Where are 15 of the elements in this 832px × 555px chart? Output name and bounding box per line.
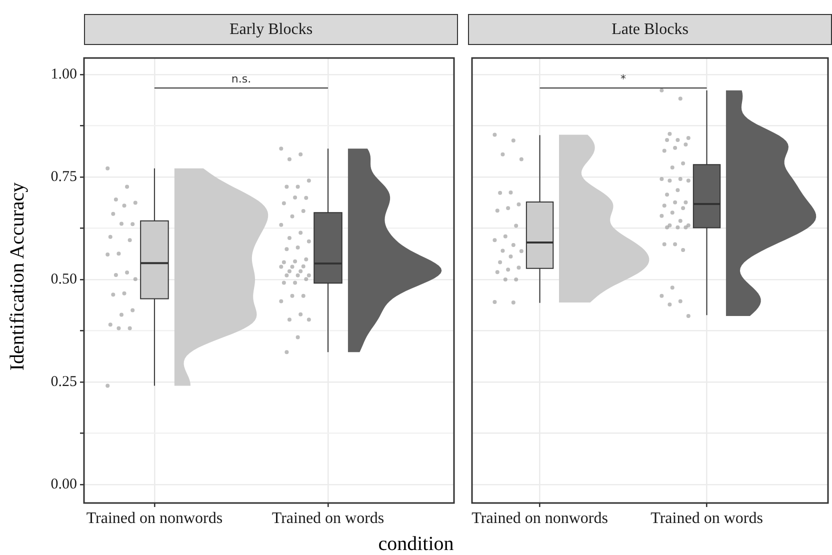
y-tick-label: 0.25 [50, 374, 77, 390]
annotation: * [620, 72, 627, 86]
x-axis-title: condition [377, 533, 455, 555]
chart-title: Early Blocks [84, 14, 458, 45]
x-tick-label: Trained on nonwords [86, 510, 223, 527]
y-axis-title: Identification Accuracy [6, 181, 30, 373]
annotation: n.s. [231, 72, 252, 86]
chart-title: Late Blocks [468, 14, 832, 45]
x-tick-label: Trained on words [272, 510, 384, 527]
y-tick-label: 0.00 [50, 476, 77, 492]
y-tick-label: 0.75 [50, 168, 77, 185]
x-tick-label: Trained on nonwords [472, 510, 608, 527]
y-tick-label: 1.00 [50, 66, 77, 82]
y-tick-label: 0.50 [50, 271, 77, 288]
x-tick-label: Trained on words [650, 510, 763, 527]
